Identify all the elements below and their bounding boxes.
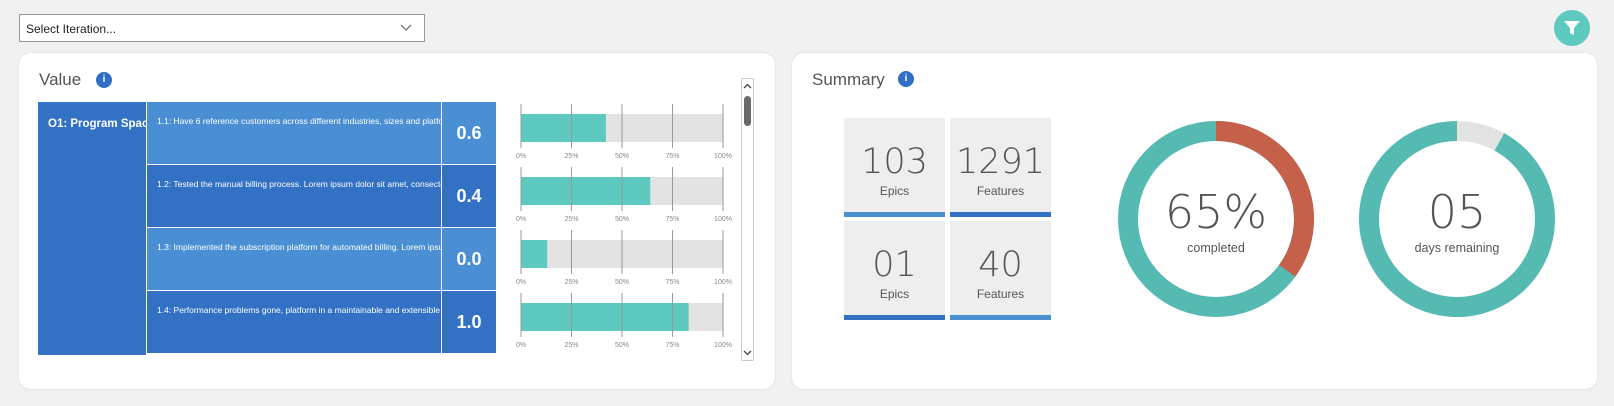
axis-tick-label: 25% (564, 216, 578, 223)
value-info-icon[interactable]: i (96, 72, 112, 88)
chevron-down-icon (400, 24, 412, 31)
axis-tick-label: 0% (516, 279, 526, 286)
axis-tick-label: 100% (714, 153, 732, 160)
progress-bar (521, 303, 689, 331)
progress-bar (521, 114, 606, 142)
axis-tick-label: 50% (615, 216, 629, 223)
axis-tick-label: 50% (615, 342, 629, 349)
score-cell: 0.0 (442, 228, 496, 290)
stat-tile: 1291 Features (950, 118, 1051, 217)
completed-percentage: 65% (1164, 185, 1268, 239)
completed-ring-arc (1215, 121, 1314, 277)
objective-cell: O1: Program Space (38, 102, 146, 355)
progress-bar (521, 240, 548, 268)
score-cell: 0.6 (442, 102, 496, 164)
scrollbar[interactable] (741, 78, 754, 361)
stat-underline (950, 212, 1051, 217)
iteration-select-placeholder: Select Iteration... (26, 22, 117, 36)
stat-value: 103 (861, 142, 928, 182)
stat-value: 1291 (955, 142, 1046, 182)
axis-tick-label: 0% (516, 153, 526, 160)
stat-label: Features (976, 184, 1025, 198)
scroll-down-icon[interactable] (743, 348, 752, 357)
scrollbar-thumb[interactable] (744, 96, 751, 126)
axis-tick-label: 50% (615, 279, 629, 286)
key-result-progress-chart: 0% 25% 50% 75% 100% 0% 25% 50% 75% 100% 0% 25% 50% 75… (516, 104, 732, 349)
axis-tick-label: 75% (665, 216, 679, 223)
axis-tick-label: 75% (665, 279, 679, 286)
progress-bar (521, 177, 651, 205)
scroll-up-icon[interactable] (743, 82, 752, 91)
axis-tick-label: 75% (665, 153, 679, 160)
stat-value: 01 (872, 245, 917, 285)
key-result-row: 1.2: Tested the manual billing process. … (147, 165, 441, 227)
top-bar: Select Iteration... (0, 0, 1614, 52)
key-result-row: 1.3: Implemented the subscription platfo… (147, 228, 441, 290)
iteration-select[interactable]: Select Iteration... (19, 14, 425, 42)
stat-tile: 01 Epics (844, 221, 945, 320)
completed-label: completed (1187, 241, 1245, 255)
axis-tick-label: 50% (615, 153, 629, 160)
stat-label: Epics (879, 184, 910, 198)
stat-tile: 40 Features (950, 221, 1051, 320)
stat-underline (950, 315, 1051, 320)
key-result-row: 1.1: Have 6 reference customers across d… (147, 102, 441, 164)
days-remaining-value: 05 (1427, 185, 1487, 239)
axis-tick-label: 25% (564, 342, 578, 349)
axis-tick-label: 25% (564, 279, 578, 286)
stat-label: Epics (879, 287, 910, 301)
axis-tick-label: 100% (714, 342, 732, 349)
axis-tick-label: 0% (516, 342, 526, 349)
filter-icon (1564, 21, 1580, 35)
days-ring-arc (1359, 121, 1555, 317)
key-result-row: 1.4: Performance problems gone, platform… (147, 291, 441, 353)
axis-tick-label: 75% (665, 342, 679, 349)
score-cell: 1.0 (442, 291, 496, 353)
axis-tick-label: 100% (714, 279, 732, 286)
stat-underline (844, 315, 945, 320)
days-remaining-donut: 05 days remaining (1359, 121, 1555, 317)
axis-tick-label: 25% (564, 153, 578, 160)
value-card-title: Value (39, 70, 82, 89)
summary-card: Summary i 103 Epics 1291 Features 01 Epi… (792, 53, 1597, 389)
axis-tick-label: 0% (516, 216, 526, 223)
summary-card-title: Summary (812, 70, 885, 89)
summary-info-icon[interactable]: i (898, 71, 914, 87)
filter-button[interactable] (1554, 10, 1590, 46)
score-cell: 0.4 (442, 165, 496, 227)
value-card: Value i O1: Program Space 1.1: Have 6 re… (19, 53, 775, 389)
stat-underline (844, 212, 945, 217)
stat-tile: 103 Epics (844, 118, 945, 217)
days-remaining-label: days remaining (1414, 241, 1500, 255)
axis-tick-label: 100% (714, 216, 732, 223)
stat-label: Features (976, 287, 1025, 301)
completed-donut: 65% completed (1118, 121, 1314, 317)
stat-value: 40 (978, 245, 1023, 285)
